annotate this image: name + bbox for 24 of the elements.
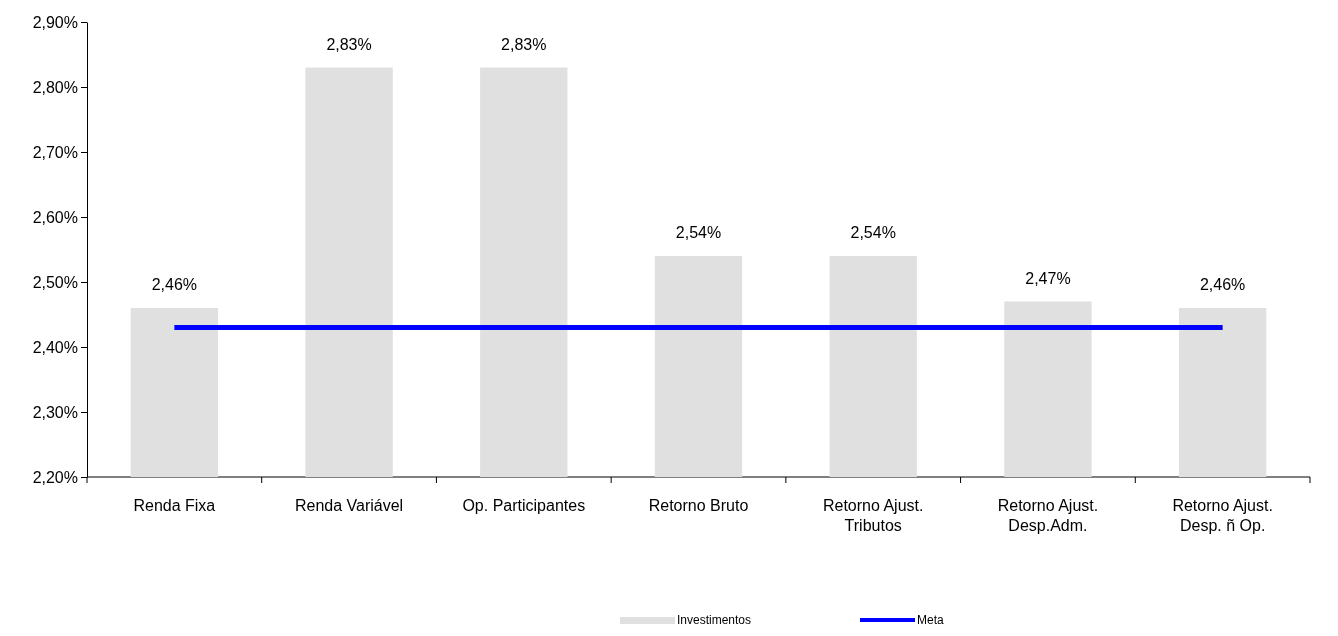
x-tick-label: Op. Participantes: [462, 497, 586, 514]
data-label: 2,83%: [501, 35, 547, 53]
y-tick-label: 2,70%: [32, 143, 78, 161]
y-tick-label: 2,80%: [32, 78, 78, 96]
x-tick-label: Retorno Bruto: [648, 497, 749, 514]
data-label: 2,46%: [1199, 276, 1246, 293]
y-tick-label: 2,30%: [32, 403, 78, 421]
y-tick-label: 2,90%: [32, 13, 78, 31]
data-label: 2,83%: [326, 35, 372, 53]
y-tick-label: 2,60%: [32, 208, 78, 226]
y-tick-label: 2,20%: [32, 468, 78, 486]
legend-label: Meta: [917, 613, 944, 627]
x-tick-label: Retorno Ajust. Tributos: [822, 497, 924, 534]
data-label: 2,54%: [850, 224, 896, 241]
x-tick-label: Renda Variável: [294, 497, 404, 514]
data-label: 2,46%: [151, 276, 198, 293]
y-tick-label: 2,40%: [32, 338, 78, 356]
legend-label: Investimentos: [677, 613, 752, 627]
data-label: 2,47%: [1025, 269, 1071, 287]
x-tick-label: Retorno Ajust. Desp. ñ Op.: [1172, 497, 1273, 534]
y-tick-label: 2,50%: [32, 273, 78, 291]
x-tick-label: Retorno Ajust. Desp.Adm.: [997, 497, 1099, 534]
data-label: 2,54%: [675, 224, 722, 241]
x-tick-label: Renda Fixa: [133, 497, 216, 514]
